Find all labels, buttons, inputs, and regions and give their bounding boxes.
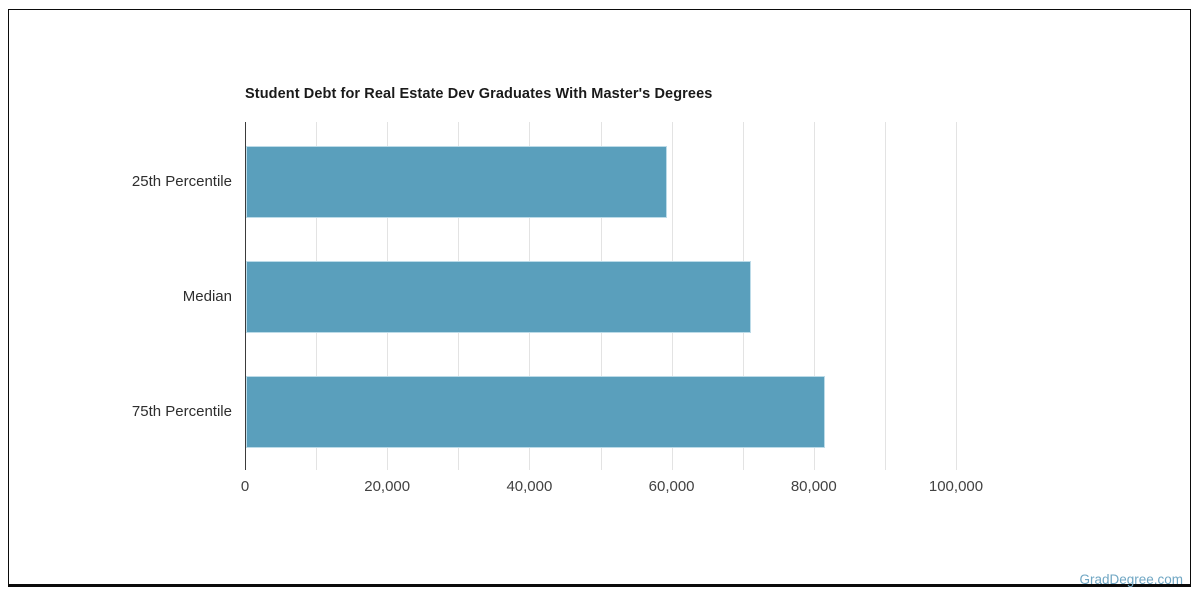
x-tick-label: 80,000: [790, 478, 837, 495]
x-tick-label: 100,000: [928, 478, 984, 495]
gridline: [814, 122, 815, 470]
category-label: 75th Percentile: [131, 403, 232, 420]
y-axis-line: [245, 122, 246, 470]
watermark-link[interactable]: GradDegree.com: [1079, 572, 1183, 587]
x-tick-label: 20,000: [364, 478, 411, 495]
bar-75th-percentile: [246, 376, 825, 448]
gridline: [885, 122, 886, 470]
category-label: 25th Percentile: [131, 173, 232, 190]
plot-area: [245, 122, 1011, 470]
x-tick-label: 0: [240, 478, 250, 495]
x-tick-label: 60,000: [648, 478, 695, 495]
bar-median: [246, 261, 751, 333]
bar-25th-percentile: [246, 146, 667, 218]
category-label: Median: [182, 288, 232, 305]
chart-title: Student Debt for Real Estate Dev Graduat…: [245, 86, 713, 102]
x-tick-label: 40,000: [506, 478, 553, 495]
gridline: [956, 122, 957, 470]
